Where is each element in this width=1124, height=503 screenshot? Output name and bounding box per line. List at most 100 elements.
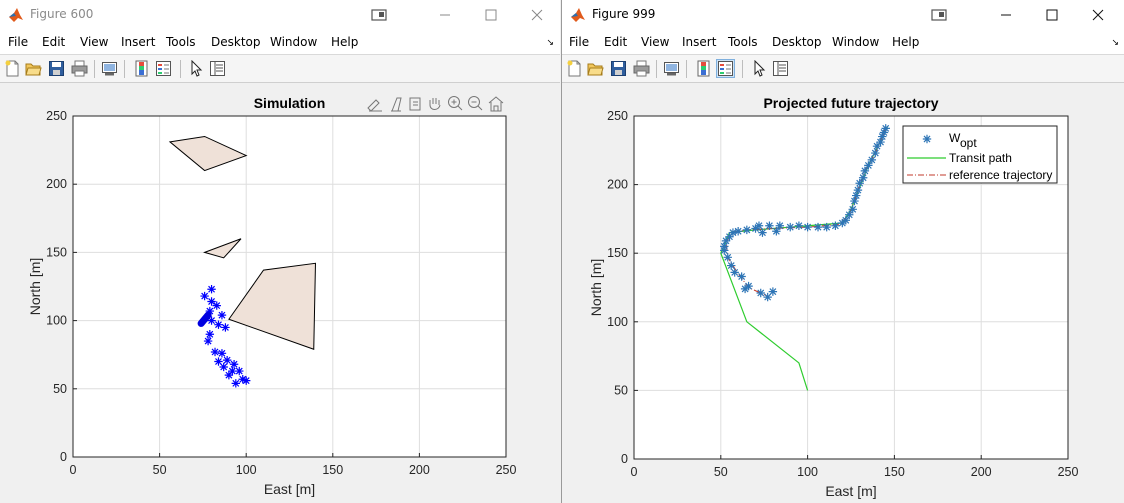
edit-plot-arrow-icon[interactable]: [750, 60, 767, 77]
waypoint-marker: [205, 330, 215, 339]
waypoint-marker: [231, 379, 241, 388]
w-opt-marker: [768, 287, 778, 296]
data-tips-icon[interactable]: [409, 97, 421, 111]
brush-icon[interactable]: [391, 97, 402, 112]
x-tick-label: 100: [236, 463, 257, 477]
open-file-icon[interactable]: [587, 60, 604, 77]
menu-file[interactable]: File: [569, 35, 590, 49]
waypoint-marker: [224, 370, 234, 380]
minimize-button[interactable]: [432, 2, 458, 28]
save-icon[interactable]: [610, 60, 627, 77]
toolbar-separator: [180, 60, 181, 78]
menu-edit[interactable]: Edit: [604, 35, 628, 49]
menu-view[interactable]: View: [641, 35, 670, 49]
x-tick-label: 200: [409, 463, 430, 477]
property-inspector-icon[interactable]: [209, 60, 226, 77]
w-opt-marker: [772, 227, 781, 236]
waypoint-marker: [238, 375, 247, 384]
w-opt-marker: [725, 232, 734, 241]
waypoint-marker: [205, 306, 215, 316]
zoom-in-icon[interactable]: [448, 96, 463, 111]
waypoint-marker: [229, 360, 239, 369]
maximize-button[interactable]: [478, 2, 504, 28]
insert-colorbar-icon[interactable]: [133, 60, 150, 77]
menu-help[interactable]: Help: [892, 35, 920, 49]
menu-view[interactable]: View: [80, 35, 109, 49]
print-icon[interactable]: [71, 60, 88, 77]
new-figure-icon[interactable]: [4, 60, 21, 77]
dock-figure-button[interactable]: [366, 2, 392, 28]
dock-icon: [931, 9, 947, 21]
close-button[interactable]: [1085, 2, 1111, 28]
w-opt-marker: [852, 191, 861, 200]
w-opt-marker: [853, 185, 863, 195]
legend-w-opt-marker: [922, 134, 932, 144]
w-opt-marker: [879, 128, 889, 137]
w-opt-marker: [848, 205, 857, 214]
undock-arrow-icon[interactable]: ↘: [1111, 38, 1119, 48]
link-plot-icon[interactable]: [663, 60, 680, 77]
print-icon[interactable]: [633, 60, 650, 77]
y-tick-label: 250: [46, 109, 67, 123]
menu-tools[interactable]: Tools: [728, 35, 758, 49]
x-tick-label: 0: [70, 463, 77, 477]
menu-help[interactable]: Help: [331, 35, 359, 49]
y-tick-label: 0: [60, 450, 67, 464]
waypoint-marker: [200, 291, 209, 301]
edit-plot-arrow-icon[interactable]: [187, 60, 204, 77]
link-plot-icon[interactable]: [101, 60, 118, 77]
trajectory-axes[interactable]: 0 50 100 150 200 250 0 50 100 150 200 250 Projected …: [562, 83, 1124, 503]
x-tick-label: 150: [322, 463, 343, 477]
menu-desktop[interactable]: Desktop: [211, 35, 261, 49]
w-opt-marker: [803, 222, 812, 232]
export-icon[interactable]: [367, 99, 382, 112]
w-opt-marker: [733, 227, 743, 236]
open-file-icon[interactable]: [25, 60, 42, 77]
menu-file[interactable]: File: [8, 35, 29, 49]
matlab-logo-icon: [9, 8, 23, 22]
undock-arrow-icon[interactable]: ↘: [546, 38, 554, 48]
w-opt-marker: [744, 281, 753, 291]
menu-insert[interactable]: Insert: [682, 35, 717, 49]
maximize-icon: [485, 9, 497, 21]
waypoint-marker: [217, 349, 227, 358]
pan-icon[interactable]: [429, 98, 441, 110]
insert-legend-icon[interactable]: [716, 59, 735, 78]
waypoint-marker: [242, 376, 251, 385]
new-figure-icon[interactable]: [566, 60, 583, 77]
waypoint-marker: [235, 366, 244, 376]
zoom-out-icon[interactable]: [468, 96, 483, 111]
home-icon[interactable]: [488, 96, 504, 112]
w-opt-marker: [723, 253, 732, 262]
w-opt-marker: [756, 288, 765, 298]
minimize-icon: [1001, 14, 1011, 16]
menu-tools[interactable]: Tools: [166, 35, 196, 49]
figure-999-window: Figure 999 File Edit View Insert Tools D…: [561, 0, 1124, 503]
simulation-axes[interactable]: 0 50 100 150 200 250 0 50 100 150 200 250 Simulation…: [0, 83, 560, 503]
matlab-logo-icon: [571, 8, 585, 22]
legend-w-opt-subscript: opt: [960, 136, 977, 150]
minimize-button[interactable]: [993, 2, 1019, 28]
waypoint-marker: [210, 347, 220, 357]
insert-legend-icon[interactable]: [155, 60, 172, 77]
save-icon[interactable]: [48, 60, 65, 77]
property-inspector-icon[interactable]: [772, 60, 789, 77]
menu-insert[interactable]: Insert: [121, 35, 156, 49]
dock-figure-button[interactable]: [926, 2, 952, 28]
close-button[interactable]: [524, 2, 550, 28]
x-axis-label: East [m]: [825, 483, 876, 499]
axes-toolbar: [367, 95, 507, 117]
figure-area: 0 50 100 150 200 250 0 50 100 150 200 250 Projected …: [562, 83, 1124, 503]
w-opt-marker: [751, 224, 760, 233]
menu-window[interactable]: Window: [832, 35, 880, 49]
insert-colorbar-icon[interactable]: [695, 60, 712, 77]
w-opt-marker: [740, 284, 750, 294]
maximize-button[interactable]: [1039, 2, 1065, 28]
menu-edit[interactable]: Edit: [42, 35, 66, 49]
waypoint-marker: [207, 285, 216, 294]
menu-desktop[interactable]: Desktop: [772, 35, 822, 49]
w-opt-marker: [786, 222, 795, 232]
menu-window[interactable]: Window: [270, 35, 318, 49]
y-tick-label: 150: [46, 245, 67, 259]
